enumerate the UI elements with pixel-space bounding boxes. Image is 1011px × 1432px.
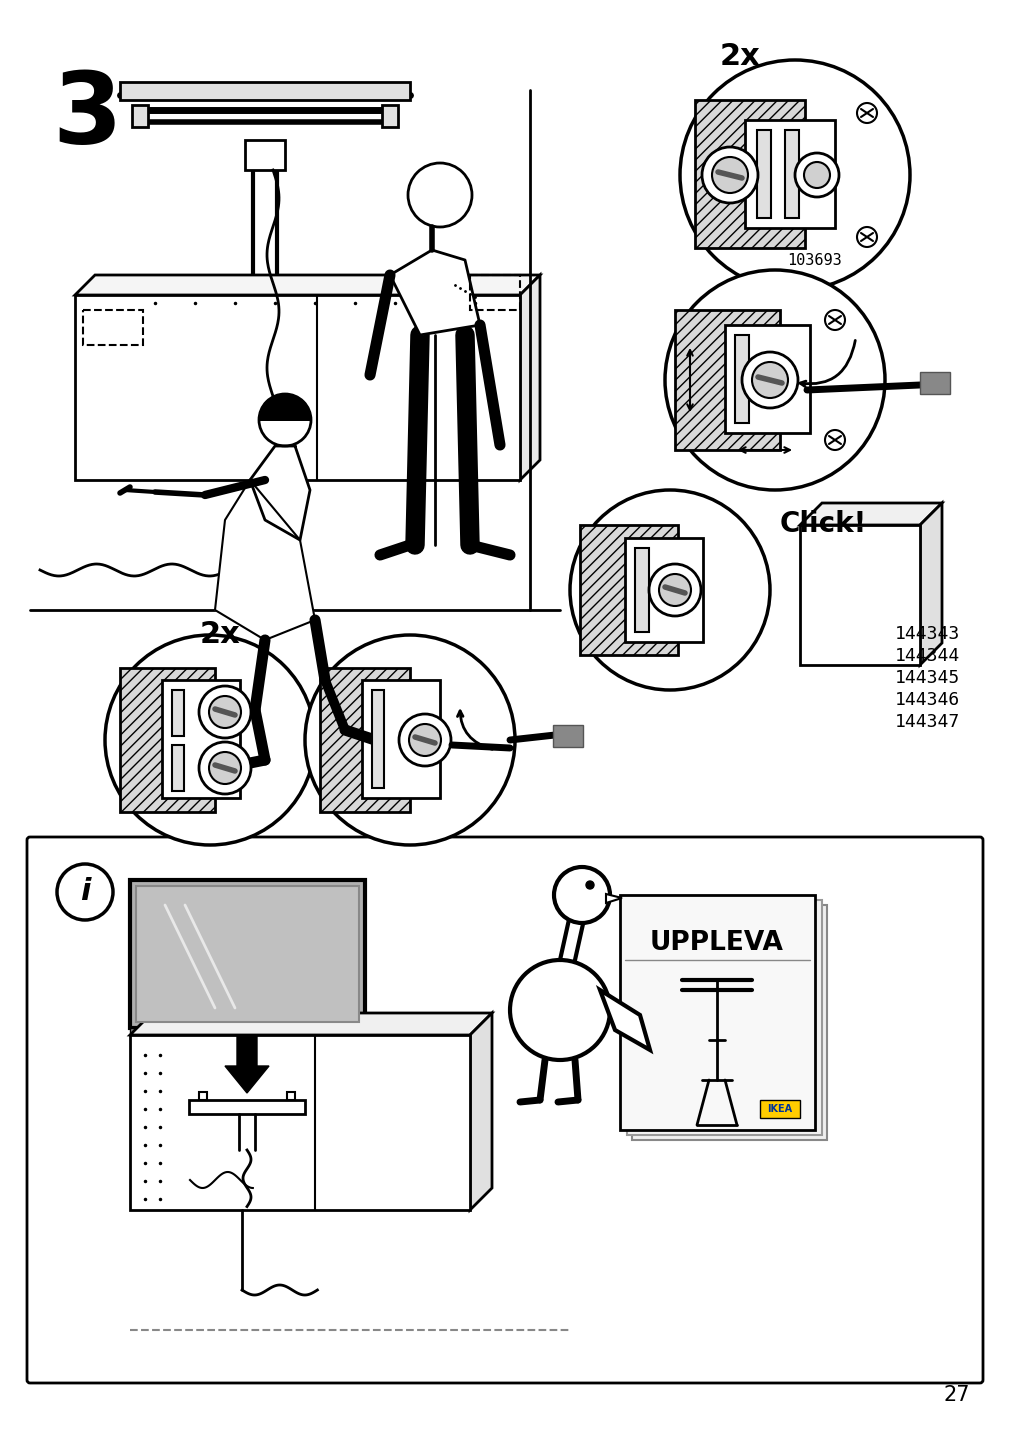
- Bar: [129, 1035, 469, 1210]
- Text: 3: 3: [52, 67, 121, 165]
- Text: 144346: 144346: [894, 692, 959, 709]
- Polygon shape: [224, 1035, 269, 1093]
- Bar: [756, 130, 770, 218]
- Bar: [199, 1093, 207, 1100]
- Circle shape: [304, 634, 515, 845]
- Bar: [162, 680, 240, 798]
- Bar: [695, 100, 804, 248]
- Polygon shape: [800, 503, 941, 526]
- Text: UPPLEVA: UPPLEVA: [649, 929, 784, 957]
- Circle shape: [751, 362, 788, 398]
- Bar: [627, 899, 821, 1136]
- Circle shape: [679, 60, 909, 291]
- Circle shape: [105, 634, 314, 845]
- Bar: [129, 881, 365, 1028]
- Bar: [919, 372, 949, 394]
- Bar: [75, 295, 520, 480]
- Polygon shape: [606, 894, 622, 904]
- Text: i: i: [80, 878, 90, 906]
- Bar: [552, 725, 582, 748]
- Circle shape: [398, 715, 451, 766]
- Bar: [579, 526, 677, 654]
- Bar: [620, 895, 814, 1130]
- Text: 144343: 144343: [894, 624, 959, 643]
- Circle shape: [795, 153, 838, 198]
- Circle shape: [510, 959, 610, 1060]
- Circle shape: [585, 881, 593, 889]
- Circle shape: [702, 147, 757, 203]
- Circle shape: [824, 309, 844, 329]
- Bar: [83, 309, 143, 345]
- Bar: [734, 335, 748, 422]
- Circle shape: [209, 752, 241, 783]
- Circle shape: [856, 103, 877, 123]
- Bar: [362, 680, 440, 798]
- Circle shape: [199, 742, 251, 793]
- Text: 2x: 2x: [719, 42, 760, 72]
- Bar: [131, 105, 148, 127]
- Bar: [674, 309, 779, 450]
- Bar: [625, 538, 703, 642]
- Text: 144345: 144345: [894, 669, 959, 687]
- Bar: [634, 548, 648, 632]
- Bar: [172, 745, 184, 790]
- Circle shape: [407, 163, 471, 228]
- Polygon shape: [389, 251, 479, 335]
- Circle shape: [712, 158, 747, 193]
- Text: IKEA: IKEA: [766, 1104, 792, 1114]
- Circle shape: [856, 228, 877, 246]
- Polygon shape: [919, 503, 941, 664]
- Polygon shape: [250, 445, 309, 540]
- Bar: [785, 130, 799, 218]
- Bar: [135, 886, 359, 1022]
- Bar: [759, 1100, 800, 1118]
- Polygon shape: [129, 1012, 491, 1035]
- Bar: [172, 690, 184, 736]
- Text: 103693: 103693: [787, 253, 841, 268]
- Bar: [319, 667, 409, 812]
- Bar: [372, 690, 383, 788]
- Circle shape: [658, 574, 691, 606]
- Text: 144344: 144344: [894, 647, 959, 664]
- Text: Click!: Click!: [779, 510, 866, 538]
- Text: 2x: 2x: [199, 620, 241, 649]
- Circle shape: [209, 696, 241, 727]
- Circle shape: [569, 490, 769, 690]
- Circle shape: [408, 725, 441, 756]
- Bar: [469, 275, 520, 309]
- Circle shape: [803, 162, 829, 188]
- Bar: [800, 526, 919, 664]
- Polygon shape: [75, 275, 540, 295]
- Circle shape: [741, 352, 798, 408]
- Polygon shape: [259, 394, 310, 420]
- Bar: [120, 82, 409, 100]
- Bar: [724, 325, 809, 432]
- Polygon shape: [469, 1012, 491, 1210]
- Circle shape: [824, 430, 844, 450]
- Circle shape: [199, 686, 251, 737]
- Text: 144347: 144347: [894, 713, 959, 730]
- Bar: [120, 667, 214, 812]
- Polygon shape: [600, 990, 649, 1050]
- Circle shape: [664, 271, 885, 490]
- Circle shape: [57, 863, 113, 919]
- Bar: [189, 1100, 304, 1114]
- Circle shape: [648, 564, 701, 616]
- Text: 27: 27: [942, 1385, 969, 1405]
- Polygon shape: [214, 480, 314, 640]
- Circle shape: [259, 394, 310, 445]
- Bar: [287, 1093, 295, 1100]
- FancyBboxPatch shape: [27, 836, 982, 1383]
- Bar: [245, 140, 285, 170]
- Bar: [744, 120, 834, 228]
- Bar: [632, 905, 826, 1140]
- Bar: [381, 105, 397, 127]
- Circle shape: [553, 866, 610, 924]
- Polygon shape: [520, 275, 540, 480]
- Bar: [129, 1028, 365, 1035]
